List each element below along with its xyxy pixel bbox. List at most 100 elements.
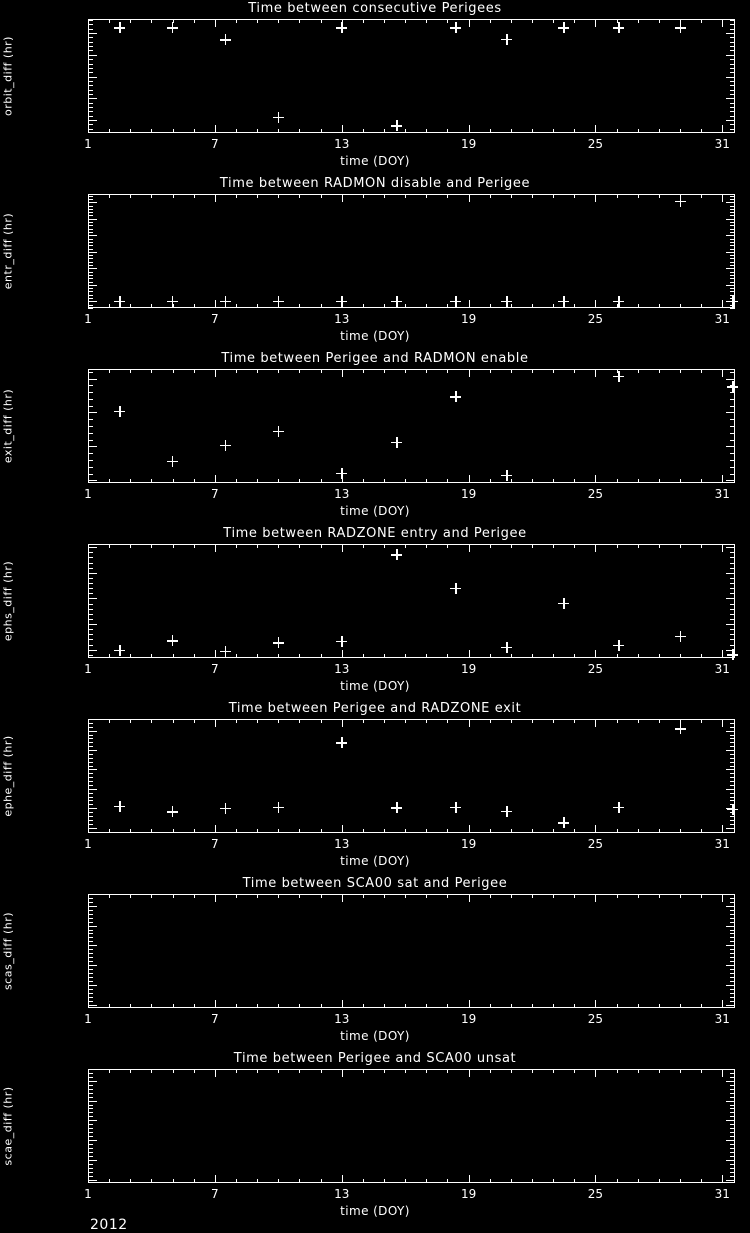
- y-axis-label-text: scae_diff (hr): [1, 1086, 15, 1166]
- plot-panel: Time between Perigee and SCA00 unsat0246…: [0, 1050, 750, 1225]
- y-axis-label: scas_diff (hr): [0, 894, 16, 1008]
- x-axis-tick: [701, 719, 703, 723]
- x-axis-tick: [405, 479, 407, 483]
- y-axis-tick: [88, 41, 93, 43]
- y-axis-tick: [730, 738, 735, 740]
- x-axis-tick: [151, 369, 153, 373]
- y-axis-label: scae_diff (hr): [0, 1069, 16, 1183]
- y-axis-tick: [88, 1175, 93, 1177]
- x-axis-tick: [172, 1069, 174, 1073]
- x-tick-label: 19: [460, 1187, 477, 1201]
- panel-title: Time between RADMON disable and Perigee: [219, 176, 531, 191]
- y-axis-label: entr_diff (hr): [0, 194, 16, 308]
- x-axis-tick: [236, 829, 237, 833]
- x-axis-tick: [278, 479, 280, 483]
- x-axis-tick: [616, 719, 618, 723]
- y-axis-tick: [730, 419, 735, 421]
- y-axis-tick: [88, 268, 97, 270]
- y-axis-tick: [730, 901, 735, 903]
- x-axis-tick: [151, 894, 153, 898]
- x-axis-tick: [151, 829, 153, 833]
- y-axis-tick: [88, 106, 93, 108]
- y-axis-tick: [730, 567, 735, 569]
- y-axis-label: orbit_diff (hr): [0, 19, 16, 133]
- x-axis-tick: [130, 304, 132, 308]
- y-axis-tick: [88, 115, 93, 117]
- x-axis-tick: [510, 129, 512, 133]
- x-axis-tick: [320, 719, 322, 723]
- x-axis-tick: [701, 894, 703, 898]
- x-axis-tick: [510, 1179, 512, 1183]
- x-axis-tick: [637, 1069, 639, 1073]
- x-axis-tick: [532, 194, 534, 198]
- y-axis-tick: [730, 557, 735, 559]
- x-axis-tick: [151, 544, 153, 548]
- x-axis-tick: [362, 369, 364, 373]
- x-tick-label: 19: [460, 312, 477, 326]
- x-axis-tick: [109, 1069, 111, 1073]
- y-axis-tick: [730, 85, 735, 87]
- data-point: [167, 635, 179, 647]
- y-axis-tick: [88, 742, 93, 744]
- x-axis-tick: [384, 1004, 385, 1008]
- y-axis-tick: [730, 1128, 735, 1130]
- x-axis-tick: [278, 654, 280, 658]
- y-axis-tick: [88, 639, 93, 641]
- x-axis-tick: [468, 825, 470, 833]
- x-axis-tick: [595, 894, 597, 902]
- y-axis-tick: [88, 1159, 97, 1161]
- x-tick-label: 25: [587, 1012, 604, 1026]
- x-axis-tick: [320, 304, 322, 308]
- data-point: [272, 801, 284, 813]
- x-axis-tick: [362, 1069, 364, 1073]
- x-axis-tick: [532, 1069, 534, 1073]
- y-axis-tick: [88, 63, 93, 65]
- x-tick-label: 25: [587, 662, 604, 676]
- x-axis-tick: [236, 894, 237, 898]
- y-axis-tick: [730, 722, 735, 724]
- x-axis-tick: [532, 719, 534, 723]
- y-axis-tick: [88, 378, 97, 380]
- x-tick-label: 7: [211, 1187, 219, 1201]
- x-axis-tick: [447, 719, 449, 723]
- y-axis-tick: [88, 730, 97, 732]
- x-axis-tick: [616, 479, 618, 483]
- y-axis-tick: [88, 298, 93, 300]
- plot-area: [88, 719, 735, 833]
- data-point: [114, 22, 126, 34]
- x-axis-tick: [257, 544, 259, 548]
- x-axis-tick: [341, 369, 343, 377]
- x-axis-tick: [341, 1175, 343, 1183]
- x-axis-tick: [616, 544, 618, 548]
- x-tick-label: 31: [714, 1012, 730, 1026]
- x-axis-tick: [510, 304, 512, 308]
- y-axis-tick: [88, 953, 93, 955]
- x-axis-tick: [109, 894, 111, 898]
- x-axis-tick: [489, 304, 491, 308]
- x-axis-tick: [637, 1004, 639, 1008]
- x-axis-tick: [468, 300, 470, 308]
- x-axis-tick: [362, 654, 364, 658]
- x-axis-tick: [236, 1069, 237, 1073]
- x-axis-tick: [299, 894, 301, 898]
- x-axis-tick: [701, 654, 703, 658]
- data-point: [501, 805, 513, 817]
- x-axis-tick: [341, 125, 343, 133]
- y-axis-tick: [88, 412, 97, 414]
- x-axis-tick: [384, 894, 385, 898]
- y-axis-tick: [88, 913, 93, 915]
- x-axis-tick: [722, 1175, 724, 1183]
- x-axis-tick: [278, 1069, 280, 1073]
- y-axis-tick: [730, 24, 735, 26]
- x-axis-tick: [680, 129, 682, 133]
- x-axis-tick: [532, 1004, 534, 1008]
- x-axis-tick: [701, 829, 703, 833]
- y-axis-tick: [88, 50, 93, 52]
- y-axis-tick: [88, 1147, 93, 1149]
- y-axis-tick: [730, 63, 735, 65]
- x-axis-tick: [447, 829, 449, 833]
- y-axis-tick: [730, 439, 735, 441]
- y-axis-tick: [88, 281, 93, 283]
- data-point: [219, 646, 231, 658]
- y-axis-tick: [726, 235, 735, 237]
